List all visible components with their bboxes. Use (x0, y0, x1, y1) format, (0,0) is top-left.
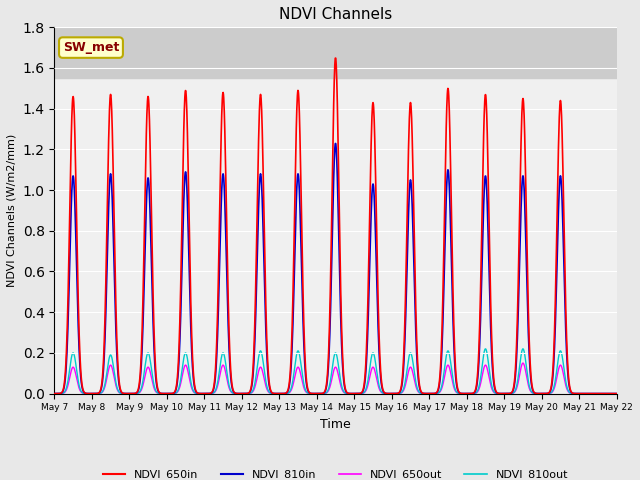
Y-axis label: NDVI Channels (W/m2/mm): NDVI Channels (W/m2/mm) (7, 134, 17, 287)
NDVI_810out (324, 388, 332, 394)
NDVI_810out (596, 391, 604, 396)
NDVI_650out (613, 391, 621, 396)
NDVI_650out (51, 391, 58, 396)
NDVI_810out (597, 391, 605, 396)
NDVI_650out (79, 390, 87, 396)
NDVI_810in (324, 372, 332, 378)
NDVI_650in (51, 391, 58, 396)
Line: NDVI_810in: NDVI_810in (54, 144, 617, 394)
NDVI_650in (493, 390, 501, 396)
NDVI_650in (613, 391, 621, 396)
NDVI_650out (597, 391, 605, 396)
NDVI_650in (332, 55, 339, 61)
NDVI_650in (309, 391, 317, 396)
NDVI_810in (51, 391, 58, 396)
NDVI_650out (596, 391, 604, 396)
NDVI_810out (309, 391, 317, 396)
Line: NDVI_650in: NDVI_650in (54, 58, 617, 394)
NDVI_650in (597, 391, 605, 396)
NDVI_650out (324, 389, 332, 395)
NDVI_810in (613, 391, 621, 396)
NDVI_810in (596, 391, 604, 396)
NDVI_810in (493, 390, 501, 396)
NDVI_650in (79, 387, 87, 393)
NDVI_650out (519, 360, 527, 366)
Line: NDVI_810out: NDVI_810out (54, 349, 617, 394)
Bar (54, 27, 617, 78)
NDVI_650in (324, 366, 332, 372)
NDVI_810in (332, 141, 339, 146)
NDVI_810in (597, 391, 605, 396)
Line: NDVI_650out: NDVI_650out (54, 363, 617, 394)
NDVI_650in (596, 391, 604, 396)
Legend: NDVI_650in, NDVI_810in, NDVI_650out, NDVI_810out: NDVI_650in, NDVI_810in, NDVI_650out, NDV… (99, 465, 572, 480)
Title: NDVI Channels: NDVI Channels (279, 7, 392, 22)
NDVI_810in (309, 391, 317, 396)
NDVI_810out (79, 390, 87, 396)
NDVI_810out (51, 391, 58, 396)
Text: SW_met: SW_met (63, 41, 119, 54)
NDVI_810in (79, 388, 87, 394)
NDVI_810out (613, 391, 621, 396)
NDVI_650out (309, 391, 317, 396)
NDVI_650out (493, 391, 501, 396)
X-axis label: Time: Time (320, 418, 351, 431)
NDVI_810out (519, 346, 527, 352)
NDVI_810out (493, 391, 501, 396)
